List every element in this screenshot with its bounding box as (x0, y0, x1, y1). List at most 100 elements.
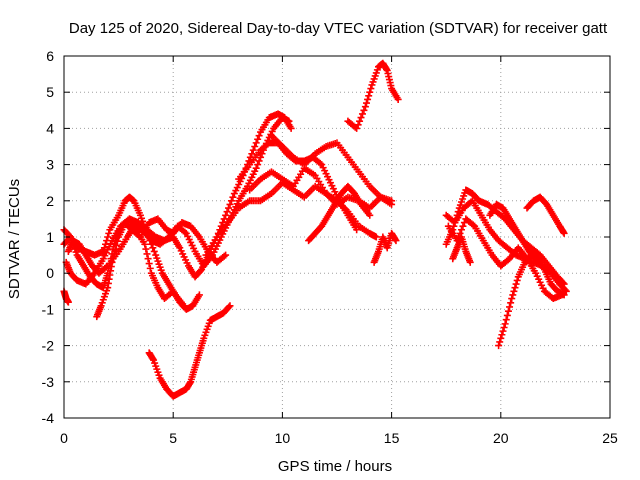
data-point (64, 298, 72, 306)
series-track-12 (305, 182, 374, 245)
data-point (356, 117, 364, 125)
data-point (150, 247, 158, 255)
series-track-4 (62, 110, 295, 288)
series-track-10 (246, 164, 380, 241)
data-point (249, 146, 257, 154)
series-track-5 (64, 114, 293, 277)
data-point (367, 85, 375, 93)
y-tick-label: 0 (46, 265, 54, 281)
y-tick-label: 6 (46, 48, 54, 64)
data-point (353, 226, 361, 234)
data-point (495, 342, 503, 350)
data-point (105, 229, 113, 237)
data-point (248, 150, 256, 158)
data-point (466, 258, 474, 266)
y-tick-label: -3 (42, 374, 55, 390)
y-tick-label: -2 (42, 338, 55, 354)
x-tick-label: 25 (602, 430, 618, 446)
series-track-11 (267, 132, 396, 208)
data-point (361, 103, 369, 111)
axis-ticks: 0 5 10 15 20 25 -4 -3 -2 -1 0 1 2 3 4 5 6 (42, 48, 618, 446)
data-point (362, 99, 370, 107)
y-tick-label: -4 (42, 410, 55, 426)
data-point (503, 311, 511, 319)
x-tick-label: 10 (275, 430, 291, 446)
data-point (509, 291, 517, 299)
data-point (512, 280, 520, 288)
data-point (560, 291, 568, 299)
data-point (142, 245, 150, 253)
data-point (112, 241, 120, 249)
data-point (502, 316, 510, 324)
data-point (496, 338, 504, 346)
data-point (388, 200, 396, 208)
data-point (255, 157, 263, 165)
series-track-20 (495, 251, 568, 350)
data-point (513, 276, 521, 284)
y-tick-label: -1 (42, 301, 55, 317)
data-point (364, 95, 372, 103)
data-point (102, 263, 110, 271)
data-point (469, 221, 477, 229)
data-point (227, 197, 235, 205)
data-point (65, 232, 73, 240)
x-tick-label: 15 (384, 430, 400, 446)
data-point (197, 267, 204, 275)
series-track-18 (449, 233, 474, 266)
data-point (499, 327, 507, 335)
data-point (146, 264, 154, 272)
data-point (252, 139, 260, 147)
series-track-6 (145, 302, 234, 400)
data-point (143, 250, 151, 258)
data-point (141, 240, 149, 248)
data-point (220, 252, 228, 260)
x-tick-label: 5 (169, 430, 177, 446)
data-point (457, 226, 465, 234)
data-point (225, 303, 233, 311)
series-track-21 (523, 193, 568, 237)
data-point (354, 121, 362, 129)
data-point (501, 320, 509, 328)
data-point (229, 193, 237, 201)
chart-title: Day 125 of 2020, Sidereal Day-to-day VTE… (69, 20, 608, 37)
data-point (316, 159, 324, 167)
series-track-8 (202, 179, 396, 259)
y-axis-label: SDTVAR / TECUs (6, 179, 23, 299)
data-point (507, 299, 515, 307)
data-point (181, 228, 189, 236)
data-point (366, 211, 374, 219)
data-point (251, 143, 259, 150)
data-marks (60, 59, 570, 400)
data-point (226, 302, 234, 310)
data-point (506, 303, 514, 311)
data-point (511, 284, 519, 292)
data-point (353, 124, 361, 132)
data-point (145, 260, 153, 268)
data-point (372, 233, 380, 241)
data-point (497, 334, 505, 342)
data-point (560, 229, 568, 237)
data-point (225, 204, 233, 212)
data-point (149, 244, 157, 252)
x-tick-label: 20 (493, 430, 509, 446)
y-tick-label: 4 (46, 120, 54, 136)
series-track-7 (60, 287, 72, 306)
data-point (394, 95, 402, 103)
data-point (508, 295, 516, 303)
data-point (498, 331, 506, 339)
data-point (254, 161, 262, 169)
data-point (357, 114, 365, 122)
data-point (287, 124, 295, 132)
data-point (195, 291, 203, 299)
data-point (392, 237, 400, 245)
data-point (500, 324, 508, 331)
x-tick-label: 0 (60, 430, 68, 446)
data-point (144, 255, 152, 263)
y-tick-label: 2 (46, 193, 54, 209)
y-tick-label: 5 (46, 84, 54, 100)
data-point (561, 286, 569, 294)
y-tick-label: 3 (46, 157, 54, 173)
data-point (510, 287, 518, 295)
data-point (254, 135, 262, 143)
